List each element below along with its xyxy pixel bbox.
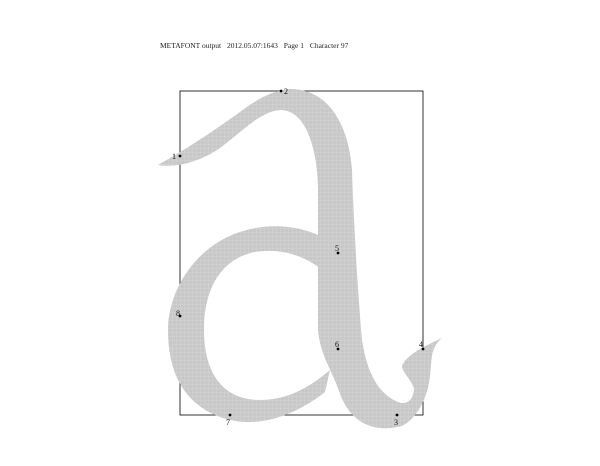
- control-point-7: 7: [226, 413, 232, 427]
- control-point-5: 5: [335, 244, 340, 255]
- page-number: Page 1: [283, 41, 304, 50]
- program-name: METAFONT output: [160, 41, 222, 50]
- control-point-8: 8: [176, 309, 182, 318]
- control-point-6: 6: [335, 340, 340, 351]
- control-point-2: 2: [279, 87, 288, 96]
- svg-text:1: 1: [172, 152, 176, 161]
- svg-text:2: 2: [284, 87, 288, 96]
- svg-text:5: 5: [335, 244, 339, 253]
- datestamp: 2012.05.07:1643: [227, 41, 278, 50]
- control-point-3: 3: [394, 413, 399, 427]
- control-points: 1 2 3 4 5 6 7 8: [172, 87, 425, 427]
- control-point-4: 4: [419, 340, 425, 351]
- svg-text:4: 4: [419, 340, 423, 349]
- proof-header: METAFONT output 2012.05.07:1643 Page 1 C…: [160, 41, 352, 50]
- svg-text:7: 7: [226, 418, 230, 427]
- glyph-a-shape: [158, 89, 442, 429]
- control-point-1: 1: [172, 152, 182, 161]
- character-code: Character 97: [309, 41, 349, 50]
- svg-text:6: 6: [335, 340, 339, 349]
- svg-text:3: 3: [394, 418, 398, 427]
- svg-text:8: 8: [176, 309, 180, 318]
